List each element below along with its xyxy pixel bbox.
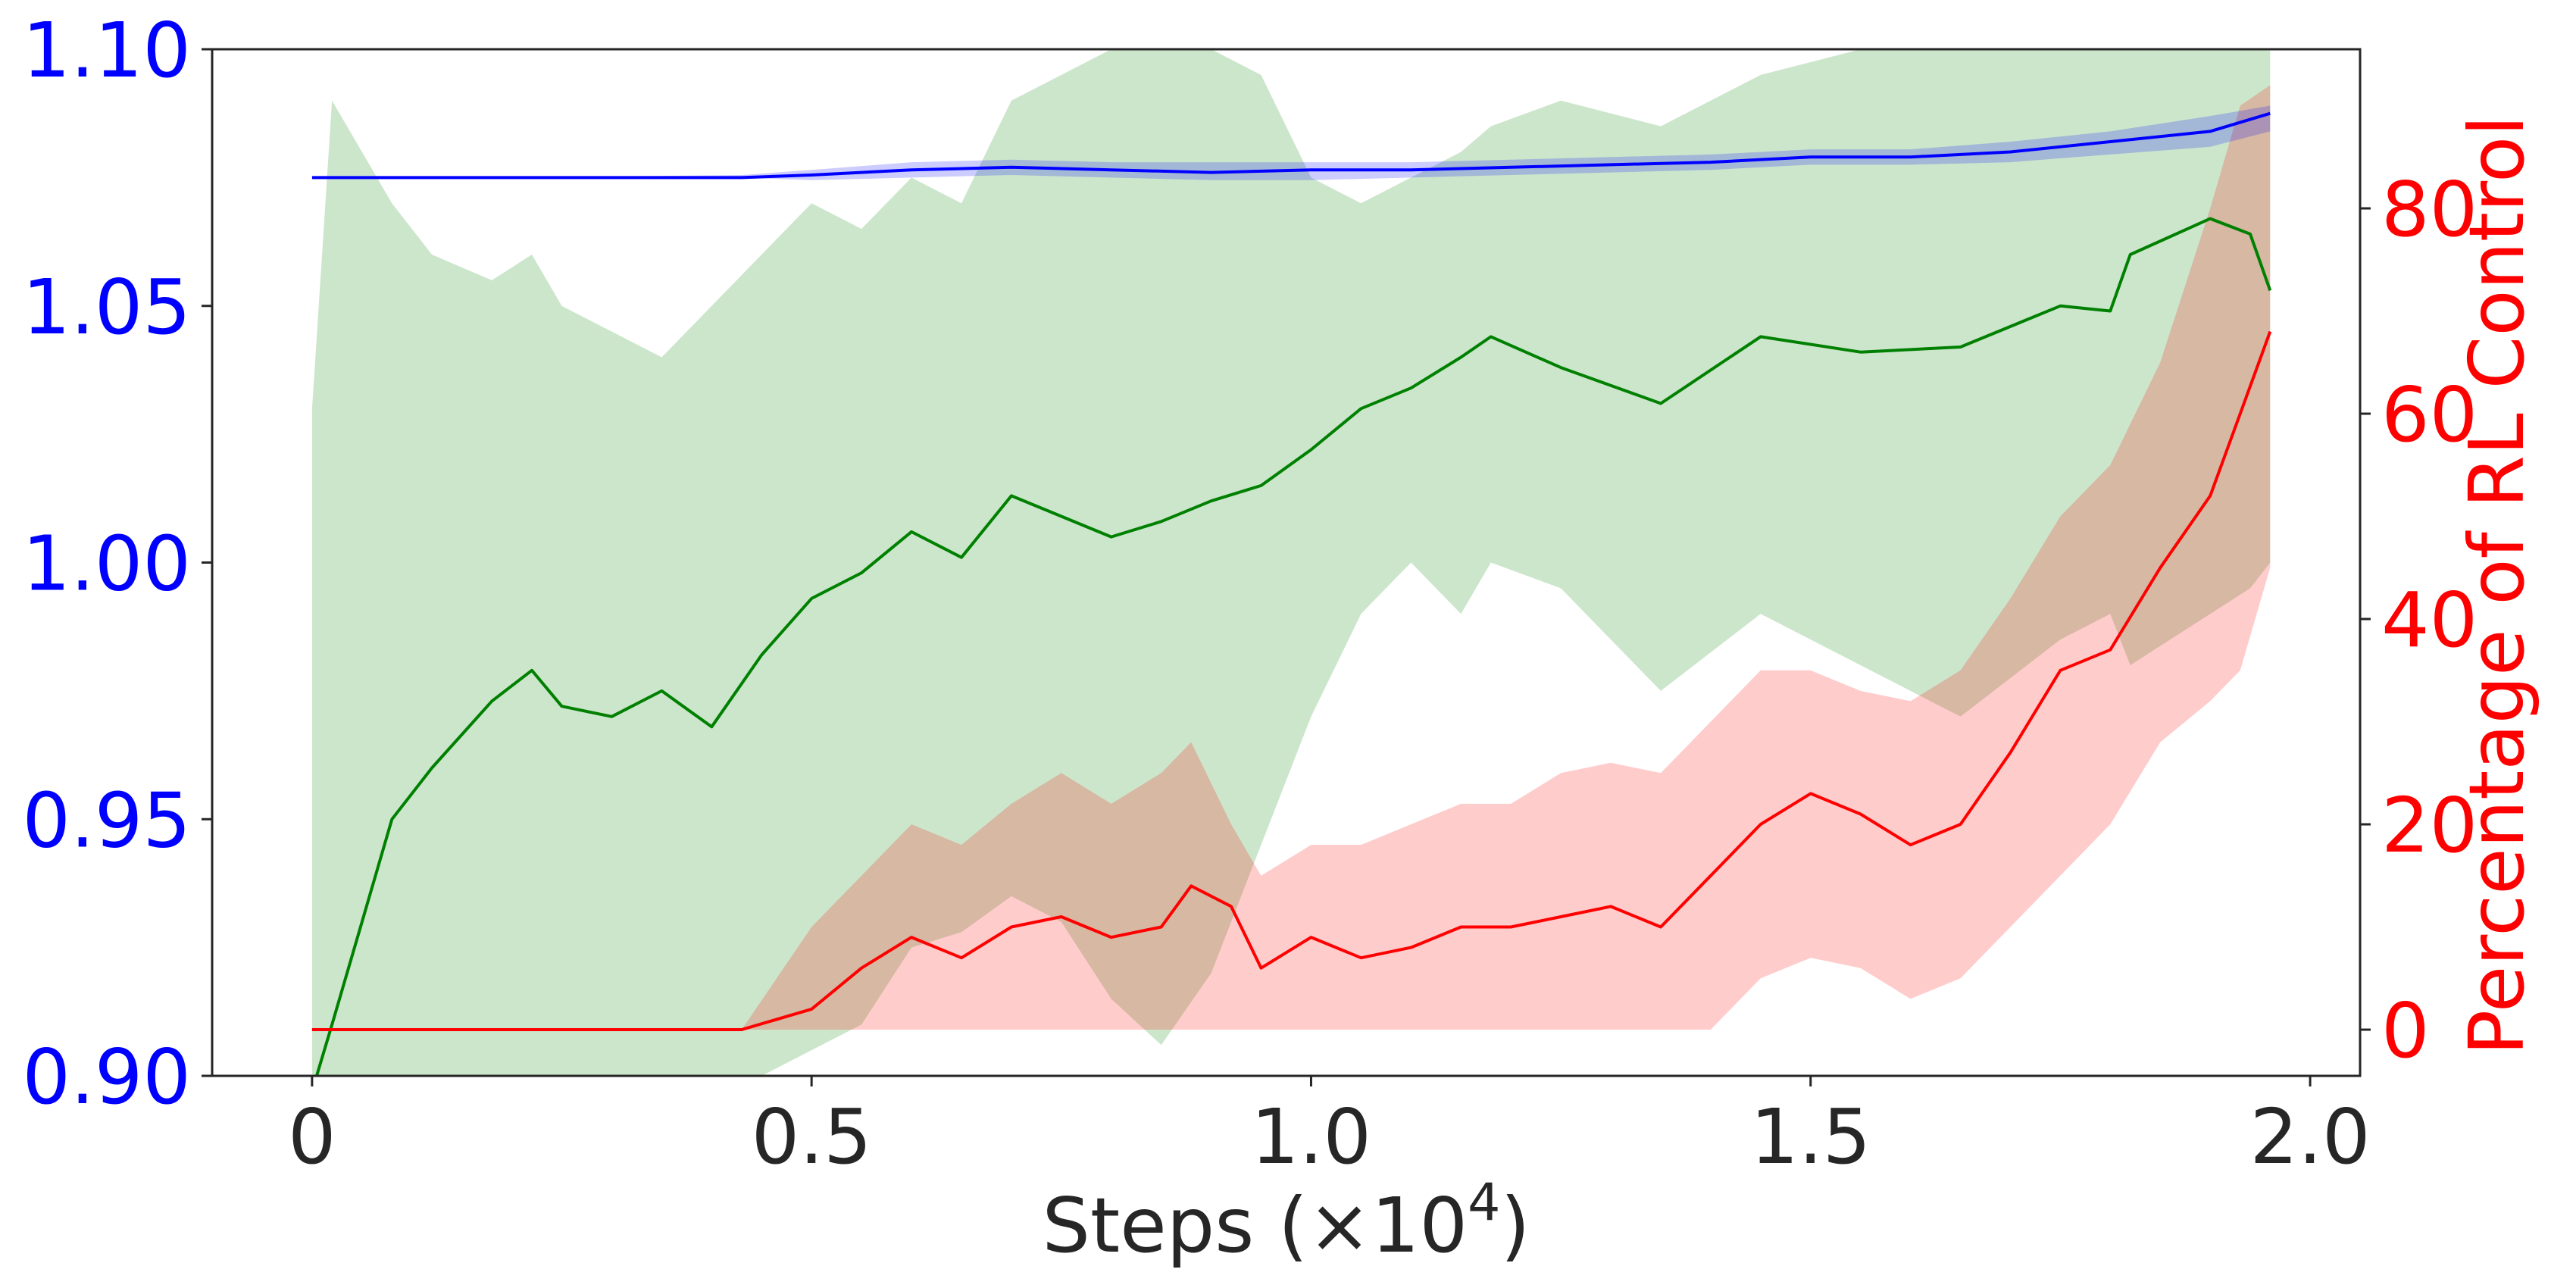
x-tick-label: 0.5: [752, 1093, 872, 1181]
x-tick-label: 1.5: [1750, 1093, 1871, 1181]
x-tick-label: 2.0: [2250, 1093, 2371, 1181]
right-y-tick-label: 20: [2381, 781, 2478, 870]
right-y-tick-label: 80: [2381, 165, 2478, 254]
red-series-band: [311, 85, 2271, 1030]
x-axis-label: Steps (×104): [1043, 1173, 1530, 1270]
left-y-tick-label: 0.90: [22, 1033, 191, 1121]
blue-series-line: [311, 111, 2271, 180]
left-y-tick-label: 0.95: [22, 776, 191, 864]
right-y-tick-label: 40: [2381, 576, 2478, 664]
axes: 0 0.5 1.0 1.5 2.0 0.90 0.95 1.00 1.05 1.10 0 20 40 60…: [22, 6, 2478, 1181]
blue-series-band: [311, 105, 2271, 180]
x-tick-label: 1.0: [1251, 1093, 1371, 1181]
left-y-tick-label: 1.00: [22, 520, 191, 608]
right-y-tick-label: 0: [2381, 986, 2430, 1075]
series-lines: [311, 111, 2272, 1076]
left-y-tick-label: 1.05: [22, 263, 191, 352]
right-y-axis-label: Percentage of RL Control: [2453, 115, 2541, 1055]
red-series-line: [311, 330, 2272, 1031]
x-tick-label: 0: [288, 1093, 336, 1181]
left-y-tick-label: 1.10: [22, 6, 191, 95]
green-series-band: [311, 49, 2271, 1076]
right-y-tick-label: 60: [2381, 370, 2478, 459]
green-series-line: [314, 217, 2272, 1076]
confidence-bands: [311, 49, 2271, 1076]
